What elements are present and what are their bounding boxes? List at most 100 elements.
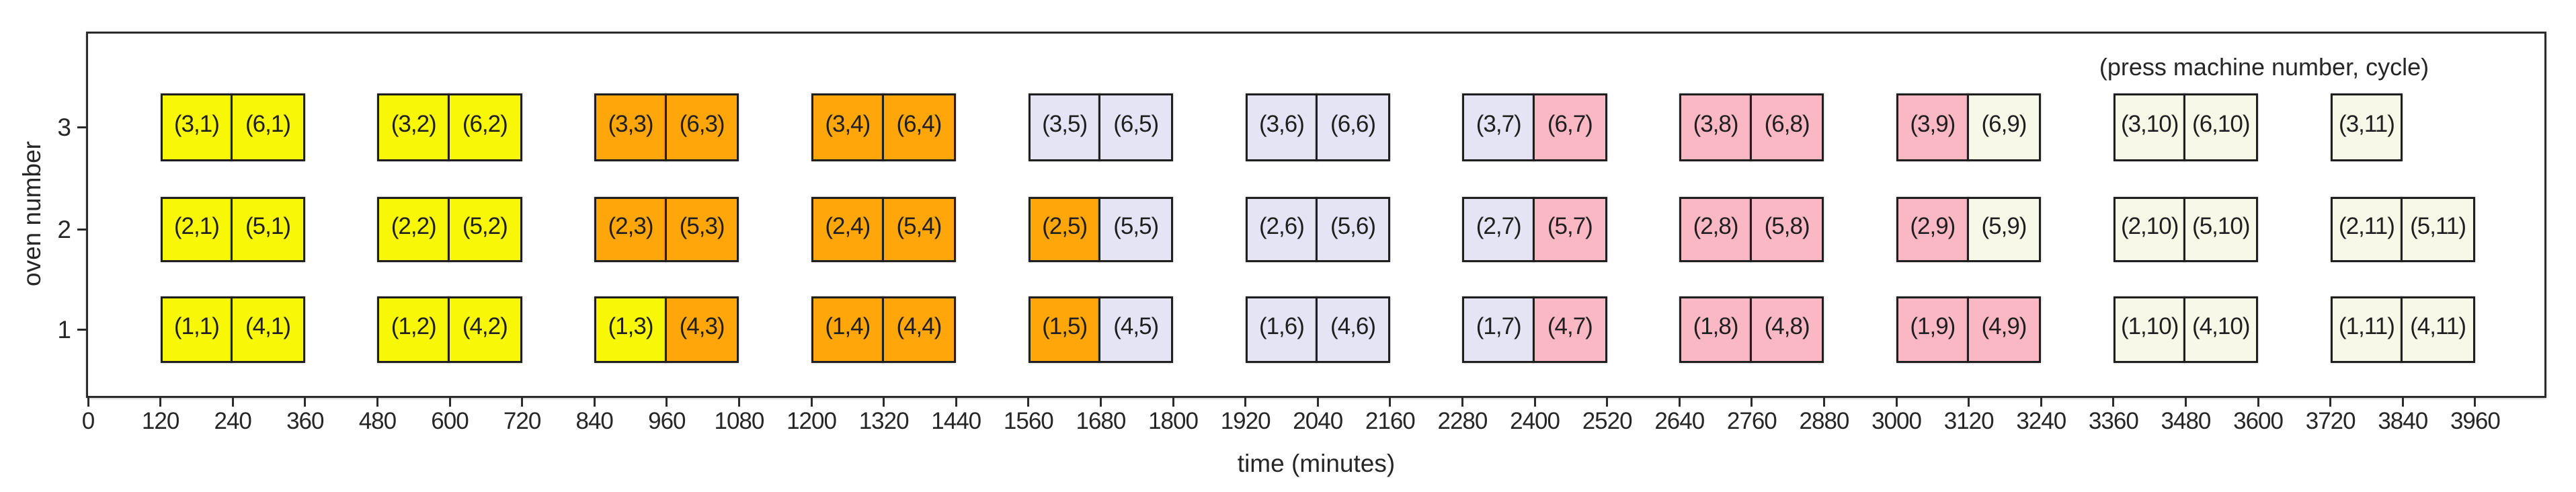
schedule-block: (5,2) [448, 197, 522, 262]
schedule-block: (2,4) [811, 197, 884, 262]
x-tick-mark [593, 397, 596, 407]
x-tick-mark [955, 397, 957, 407]
schedule-block: (5,9) [1966, 197, 2042, 262]
x-tick-mark [1822, 397, 1825, 407]
schedule-block: (5,5) [1098, 197, 1174, 262]
x-tick-label: 1200 [787, 408, 837, 434]
x-tick-label: 2400 [1510, 408, 1560, 434]
x-tick-mark [231, 397, 234, 407]
x-tick-mark [1678, 397, 1681, 407]
schedule-block: (5,8) [1749, 197, 1824, 262]
schedule-block: (3,4) [811, 93, 884, 161]
x-tick-mark [810, 397, 813, 407]
schedule-block: (3,3) [594, 93, 667, 161]
schedule-block: (3,11) [2330, 93, 2403, 161]
x-tick-label: 1320 [858, 408, 910, 434]
schedule-block: (6,4) [881, 93, 957, 161]
schedule-block: (4,6) [1316, 296, 1390, 363]
x-tick-label: 3840 [2378, 408, 2428, 434]
schedule-block: (3,7) [1462, 93, 1535, 161]
schedule-block: (2,7) [1462, 197, 1535, 262]
x-tick-mark [1461, 397, 1463, 407]
schedule-block: (3,2) [377, 93, 450, 161]
schedule-block: (6,8) [1749, 93, 1824, 161]
schedule-block: (6,2) [448, 93, 522, 161]
x-tick-mark [448, 397, 451, 407]
x-tick-label: 1680 [1076, 408, 1126, 434]
x-tick-mark [1895, 397, 1898, 407]
x-tick-label: 2760 [1726, 408, 1777, 434]
x-tick-mark [666, 397, 668, 407]
x-tick-label: 2520 [1582, 408, 1633, 434]
schedule-block: (2,9) [1896, 197, 1969, 262]
machine-cycle-annotation: (press machine number, cycle) [2099, 53, 2429, 81]
schedule-block: (2,6) [1245, 197, 1318, 262]
x-tick-mark [1968, 397, 1970, 407]
x-axis-label: time (minutes) [1237, 450, 1396, 477]
schedule-block: (6,3) [664, 93, 739, 161]
x-tick-mark [1099, 397, 1102, 407]
x-tick-label: 3960 [2450, 408, 2501, 434]
schedule-block: (1,8) [1679, 296, 1752, 363]
x-tick-label: 3600 [2233, 408, 2284, 434]
schedule-block: (4,7) [1533, 296, 1607, 363]
schedule-block: (2,2) [377, 197, 450, 262]
x-tick-label: 960 [648, 408, 686, 434]
schedule-block: (5,3) [664, 197, 739, 262]
schedule-block: (2,1) [160, 197, 233, 262]
x-tick-mark [1389, 397, 1392, 407]
x-tick-label: 1800 [1148, 408, 1199, 434]
y-tick-mark [77, 126, 86, 128]
y-tick-label: 3 [57, 113, 71, 141]
x-tick-label: 360 [286, 408, 324, 434]
schedule-block: (4,11) [2401, 296, 2475, 363]
schedule-block: (3,9) [1896, 93, 1969, 161]
x-tick-mark [1533, 397, 1536, 407]
x-tick-mark [376, 397, 378, 407]
schedule-block: (4,1) [231, 296, 305, 363]
schedule-block: (4,2) [448, 296, 522, 363]
schedule-block: (1,9) [1896, 296, 1969, 363]
schedule-block: (1,11) [2330, 296, 2403, 363]
x-tick-mark [2329, 397, 2332, 407]
x-tick-mark [521, 397, 524, 407]
x-tick-mark [2112, 397, 2115, 407]
schedule-block: (3,6) [1245, 93, 1318, 161]
x-tick-label: 1080 [714, 408, 764, 434]
x-tick-mark [1027, 397, 1030, 407]
schedule-block: (1,5) [1028, 296, 1101, 363]
schedule-block: (3,1) [160, 93, 233, 161]
schedule-block: (6,5) [1098, 93, 1174, 161]
x-tick-label: 3240 [2016, 408, 2066, 434]
x-tick-label: 3720 [2305, 408, 2356, 434]
x-tick-mark [2474, 397, 2477, 407]
x-tick-label: 2040 [1293, 408, 1343, 434]
schedule-block: (1,3) [594, 296, 667, 363]
x-tick-mark [304, 397, 307, 407]
schedule-block: (5,4) [881, 197, 957, 262]
x-tick-label: 120 [141, 408, 179, 434]
schedule-block: (2,5) [1028, 197, 1101, 262]
schedule-block: (5,1) [231, 197, 305, 262]
schedule-block: (5,6) [1316, 197, 1390, 262]
schedule-block: (3,5) [1028, 93, 1101, 161]
x-tick-mark [737, 397, 740, 407]
x-tick-mark [159, 397, 162, 407]
schedule-block: (2,8) [1679, 197, 1752, 262]
schedule-block: (6,10) [2183, 93, 2259, 161]
schedule-block: (4,10) [2183, 296, 2259, 363]
x-tick-label: 720 [503, 408, 541, 434]
x-tick-mark [2040, 397, 2042, 407]
schedule-block: (1,10) [2113, 296, 2186, 363]
schedule-block: (5,11) [2401, 197, 2475, 262]
y-tick-label: 1 [57, 315, 71, 343]
schedule-block: (6,1) [231, 93, 305, 161]
schedule-block: (6,7) [1533, 93, 1607, 161]
x-tick-mark [883, 397, 885, 407]
x-tick-label: 0 [81, 408, 95, 434]
x-tick-label: 3000 [1871, 408, 1922, 434]
x-tick-label: 3120 [1943, 408, 1995, 434]
x-tick-label: 480 [358, 408, 397, 434]
x-tick-mark [2401, 397, 2404, 407]
